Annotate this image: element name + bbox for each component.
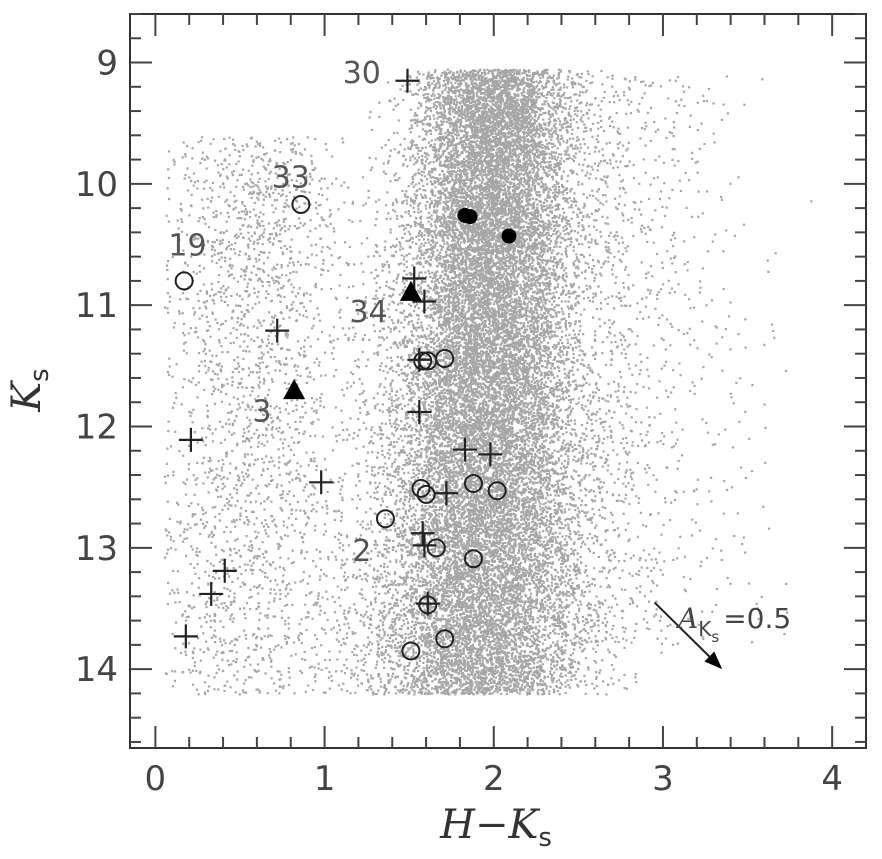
- plus-marker: [178, 427, 203, 452]
- circle-marker: [413, 351, 433, 371]
- circle-marker: [463, 474, 483, 494]
- plus-marker: [402, 266, 427, 291]
- source-number-label: 34: [349, 295, 387, 330]
- source-number-label: 33: [272, 161, 310, 196]
- axis-ticks: [130, 13, 866, 748]
- source-number-label: 30: [343, 56, 381, 91]
- y-tick-label: 12: [75, 407, 118, 447]
- x-tick-label: 1: [314, 759, 336, 799]
- filled-triangle-marker: [283, 379, 306, 400]
- plus-marker: [410, 521, 435, 546]
- y-axis-title: Ks: [4, 368, 55, 412]
- circle-marker: [426, 538, 446, 558]
- x-tick-label: 4: [821, 759, 843, 799]
- plus-marker: [478, 442, 503, 467]
- source-number-label: 3: [252, 395, 271, 430]
- plus-marker: [412, 533, 437, 558]
- plus-marker: [309, 470, 334, 495]
- plus-marker: [412, 289, 437, 314]
- plus-marker: [265, 318, 290, 343]
- extinction-vector-label: AKs=0.5: [675, 602, 791, 646]
- extinction-arrow-shaft: [653, 601, 711, 658]
- source-number-label: 2: [352, 534, 371, 569]
- y-tick-label: 9: [96, 44, 118, 84]
- circle-marker: [411, 478, 431, 498]
- plot-frame: [129, 13, 867, 749]
- circle-marker: [463, 549, 483, 569]
- source-labels: 30 33 19 34 3 2: [168, 56, 387, 569]
- extinction-vector: AKs=0.5: [653, 601, 791, 670]
- plus-marker: [212, 558, 237, 583]
- filled-circle-marker: [462, 209, 478, 225]
- plus-marker: [199, 581, 224, 606]
- circle-marker: [435, 349, 455, 369]
- x-tick-label: 0: [145, 759, 167, 799]
- plus-marker: [453, 437, 478, 462]
- y-tick-label: 13: [75, 529, 118, 569]
- circle-marker: [291, 194, 311, 214]
- circle-marker: [487, 481, 507, 501]
- circle-marker: [401, 641, 421, 661]
- circle-marker: [418, 595, 438, 615]
- extinction-arrow-head: [704, 651, 723, 670]
- x-tick-label: 2: [483, 759, 505, 799]
- plus-marker: [173, 624, 198, 649]
- plus-marker: [434, 481, 459, 506]
- circle-marker: [435, 629, 455, 649]
- y-tick-label: 11: [75, 286, 118, 326]
- circle-marker: [416, 484, 436, 504]
- filled-triangle-marker: [399, 280, 422, 301]
- plus-marker: [395, 68, 420, 93]
- y-tick-label: 10: [75, 165, 118, 205]
- plus-marker: [407, 399, 432, 424]
- y-tick-label: 14: [75, 650, 118, 690]
- filled-circle-marker: [501, 228, 517, 244]
- source-number-label: 19: [168, 229, 206, 264]
- x-axis-title: H−Ks: [439, 802, 552, 853]
- circle-marker: [174, 271, 194, 291]
- circle-marker: [375, 509, 395, 529]
- x-tick-label: 3: [652, 759, 674, 799]
- highlighted-sources: [173, 68, 517, 661]
